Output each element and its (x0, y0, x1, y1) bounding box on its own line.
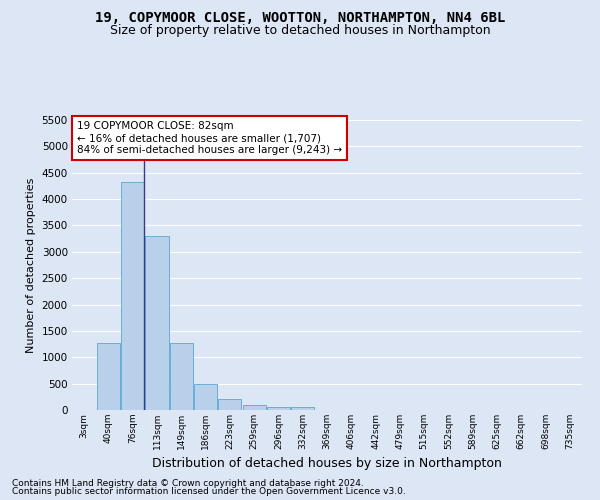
Text: 19, COPYMOOR CLOSE, WOOTTON, NORTHAMPTON, NN4 6BL: 19, COPYMOOR CLOSE, WOOTTON, NORTHAMPTON… (95, 11, 505, 25)
Bar (291, 407, 314, 410)
Text: 19 COPYMOOR CLOSE: 82sqm
← 16% of detached houses are smaller (1,707)
84% of sem: 19 COPYMOOR CLOSE: 82sqm ← 16% of detach… (77, 122, 342, 154)
Text: Size of property relative to detached houses in Northampton: Size of property relative to detached ho… (110, 24, 490, 37)
Bar (194, 384, 217, 410)
Bar (218, 398, 241, 410)
Bar (145, 236, 169, 410)
Text: Contains HM Land Registry data © Crown copyright and database right 2024.: Contains HM Land Registry data © Crown c… (12, 478, 364, 488)
Bar (242, 406, 266, 410)
Y-axis label: Number of detached properties: Number of detached properties (26, 178, 36, 352)
Bar (121, 182, 144, 410)
Bar (170, 342, 193, 410)
X-axis label: Distribution of detached houses by size in Northampton: Distribution of detached houses by size … (152, 458, 502, 470)
Bar (267, 407, 290, 410)
Bar (97, 343, 120, 410)
Text: Contains public sector information licensed under the Open Government Licence v3: Contains public sector information licen… (12, 487, 406, 496)
